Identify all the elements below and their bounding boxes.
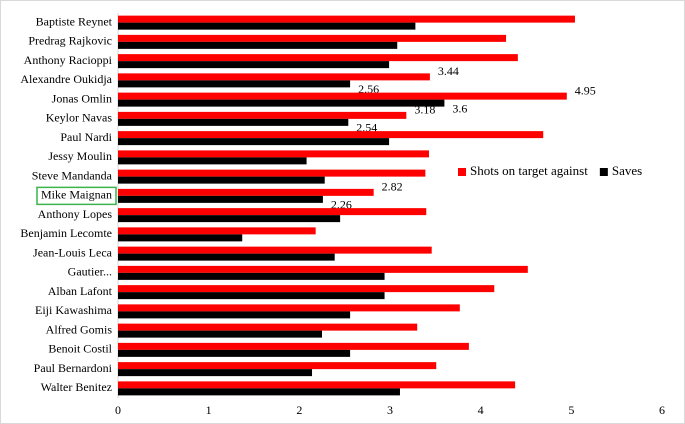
bar <box>118 41 398 49</box>
y-tick-label: Eiji Kawashima <box>35 303 113 317</box>
data-label: 3.18 <box>414 103 435 117</box>
bar <box>118 246 432 254</box>
data-label: 4.95 <box>575 83 596 97</box>
y-tick-label: Baptiste Reynet <box>36 14 113 28</box>
bar <box>118 131 544 139</box>
y-tick-label: Walter Benitez <box>41 380 112 394</box>
y-tick-label: Alban Lafont <box>48 284 113 298</box>
bar <box>118 54 518 62</box>
bar <box>118 176 325 184</box>
y-tick-label: Predrag Rajkovic <box>28 34 112 48</box>
x-tick-label: 2 <box>296 403 302 417</box>
y-tick-label: Paul Bernardoni <box>34 361 113 375</box>
y-tick-label: Jean-Louis Leca <box>33 245 113 259</box>
y-tick-label: Benjamin Lecomte <box>20 226 112 240</box>
bar <box>118 99 445 107</box>
x-tick-label: 4 <box>478 403 484 417</box>
bar <box>118 388 400 396</box>
legend-swatch <box>599 168 608 176</box>
bar <box>118 272 385 280</box>
x-tick-label: 1 <box>206 403 212 417</box>
y-tick-label: Anthony Racioppi <box>24 53 113 67</box>
highlight-box <box>36 186 117 206</box>
bar <box>118 342 469 350</box>
y-tick-label: Keylor Navas <box>46 111 113 125</box>
y-tick-label: Anthony Lopes <box>38 207 113 221</box>
y-tick-label: Steve Mandanda <box>32 168 113 182</box>
data-label: 3.44 <box>438 64 459 78</box>
bar <box>118 34 507 42</box>
bar <box>118 195 323 203</box>
bar <box>118 22 416 30</box>
bar <box>118 381 516 389</box>
bar <box>118 215 341 223</box>
x-tick-label: 0 <box>115 403 121 417</box>
legend-swatch <box>458 168 466 176</box>
bar <box>118 150 429 158</box>
bar <box>118 234 243 242</box>
y-tick-label: Jonas Omlin <box>52 91 112 105</box>
bar <box>118 330 322 338</box>
bar <box>118 169 426 177</box>
bar <box>118 311 351 319</box>
bar <box>118 15 575 23</box>
y-tick-label: Alfred Gomis <box>46 322 113 336</box>
x-tick-label: 3 <box>387 403 393 417</box>
bar <box>118 138 390 146</box>
bar <box>118 304 460 312</box>
x-tick-label: 6 <box>659 403 665 417</box>
bar <box>118 265 528 273</box>
x-tick-label: 5 <box>568 403 574 417</box>
bar <box>118 227 316 235</box>
bar <box>118 369 313 377</box>
bar <box>118 292 385 300</box>
bar <box>118 349 351 357</box>
bar <box>118 157 307 165</box>
legend-label: Shots on target against <box>470 163 588 178</box>
legend-label: Saves <box>612 163 642 178</box>
bar <box>118 73 430 81</box>
y-tick-label: Gautier... <box>68 265 112 279</box>
data-label: 3.6 <box>452 101 467 115</box>
bar <box>118 323 418 331</box>
bar <box>118 285 495 293</box>
y-tick-label: Mike Maignan <box>41 188 112 202</box>
bar <box>118 362 437 370</box>
bar <box>118 92 567 100</box>
bar <box>118 80 351 88</box>
y-tick-label: Jessy Moulin <box>48 149 112 163</box>
bar <box>118 208 427 216</box>
y-tick-label: Alexandre Oukidja <box>20 72 112 86</box>
bar <box>118 188 374 196</box>
y-tick-label: Benoit Costil <box>48 342 112 356</box>
data-label: 2.82 <box>382 180 403 194</box>
bar <box>118 111 407 119</box>
y-tick-label: Paul Nardi <box>60 130 112 144</box>
bar <box>118 118 349 126</box>
bar <box>118 61 390 69</box>
bar <box>118 253 335 261</box>
